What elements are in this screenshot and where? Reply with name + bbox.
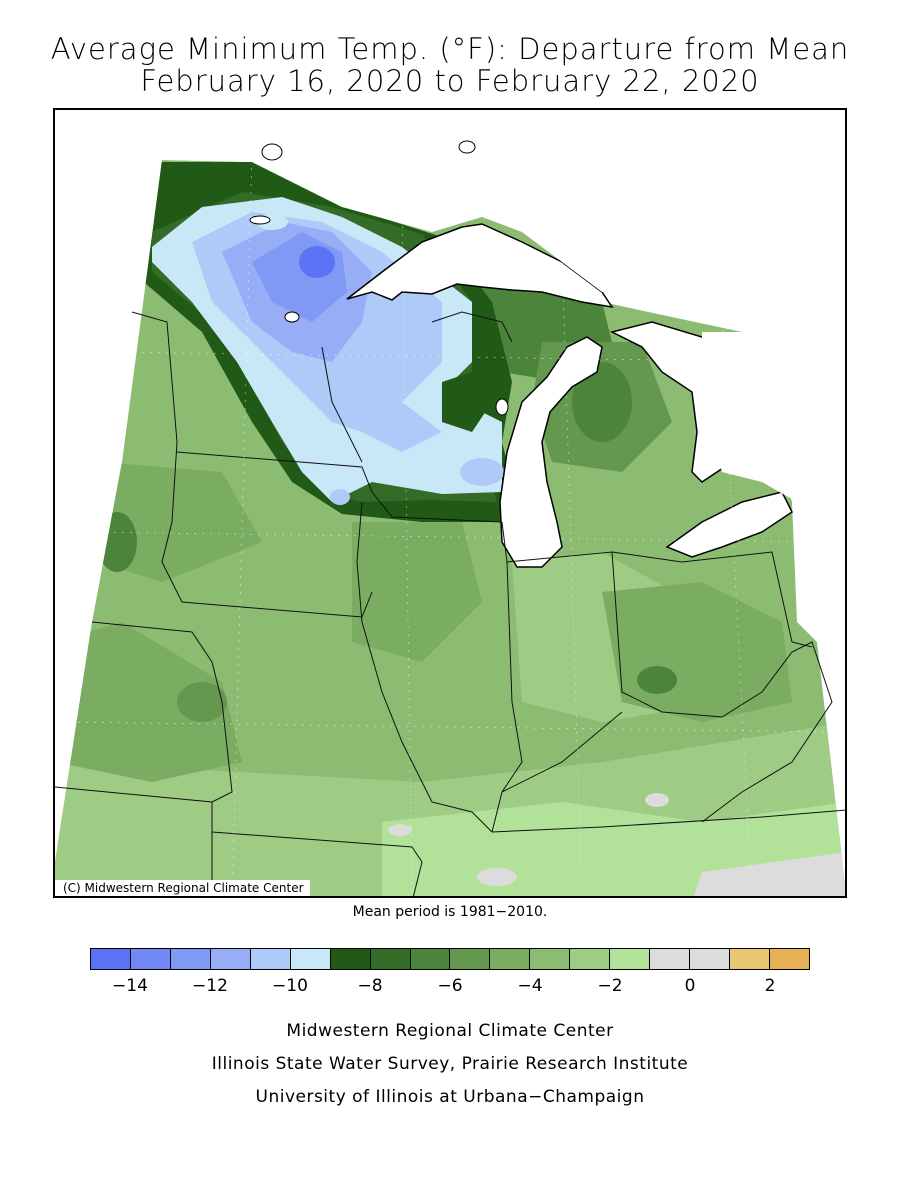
legend-tick-label: −2 (597, 976, 623, 996)
lake-michigan (499, 336, 603, 568)
il-in-border (491, 521, 523, 833)
nebraska-dark-patch (97, 512, 137, 572)
wi-up-border (431, 311, 513, 343)
ohio-dark-patch (637, 666, 677, 694)
iowa-patch (97, 462, 262, 582)
legend-swatch (530, 949, 571, 969)
ia-mo-border (161, 521, 373, 618)
legend-tick-label: −8 (357, 976, 383, 996)
missouri-dark-patch (177, 682, 227, 722)
map-copyright: (C) Midwestern Regional Climate Center (55, 880, 310, 896)
legend-swatch (450, 949, 491, 969)
oh-border (611, 551, 813, 648)
ks-mo-border (91, 621, 233, 803)
door-peninsula-dark (442, 372, 492, 432)
nd-mn-border (131, 311, 178, 523)
ky-tn-border (491, 809, 845, 833)
legend-tick-label: −6 (437, 976, 463, 996)
credit-isws: Illinois State Water Survey, Prairie Res… (211, 1054, 689, 1074)
in-oh-border (506, 551, 763, 718)
mean-period-note: Mean period is 1981−2010. (352, 904, 548, 920)
legend-swatch (570, 949, 611, 969)
legend-tick-label: −14 (112, 976, 148, 996)
state-borders (55, 311, 845, 896)
canada-region (162, 110, 845, 502)
legend-swatch (610, 949, 651, 969)
cold-core-min (299, 246, 335, 278)
legend-swatch (370, 949, 411, 969)
legend-swatch (410, 949, 451, 969)
legend-swatch (730, 949, 770, 969)
map-panel: (C) Midwestern Regional Climate Center (53, 108, 847, 898)
legend-swatch (769, 949, 809, 969)
near-normal-patch (692, 852, 845, 896)
color-legend (90, 948, 810, 970)
in-ky-border (501, 711, 623, 793)
legend-swatch (490, 949, 531, 969)
near-normal-patch-3 (645, 793, 669, 807)
credit-uiuc: University of Illinois at Urbana−Champai… (255, 1087, 645, 1107)
mn-ia-border (176, 451, 503, 523)
legend-swatch (290, 949, 331, 969)
legend-tick-label: −12 (192, 976, 228, 996)
ok-ar-border (55, 786, 213, 896)
wi-cold-patch (460, 458, 504, 486)
mn-wi-border (321, 346, 363, 463)
map-title: Average Minimum Temp. (°F): Departure fr… (50, 32, 850, 66)
missouri-patch (55, 622, 242, 782)
lake-superior (346, 223, 614, 309)
legend-swatch (250, 949, 291, 969)
credit-mrcc: Midwestern Regional Climate Center (286, 1021, 614, 1041)
legend-tick-label: −4 (517, 976, 543, 996)
legend-swatch (130, 949, 171, 969)
near-normal-patch-4 (388, 824, 412, 836)
near-normal-patch-2 (477, 868, 517, 886)
lower-michigan-dark (572, 362, 632, 442)
legend-swatch (170, 949, 211, 969)
lake-erie (665, 491, 793, 558)
legend-tick-label: 0 (684, 976, 696, 996)
legend-labels: −14 −12 −10 −8 −6 −4 −2 0 2 (90, 976, 810, 998)
illinois-patch (352, 522, 482, 662)
ar-mo-border (211, 831, 423, 896)
inland-lakes (249, 140, 509, 416)
legend-swatch (330, 949, 371, 969)
legend-swatch (690, 949, 730, 969)
legend-swatch (650, 949, 691, 969)
departure-map (55, 110, 845, 896)
wv-ky-border (701, 641, 833, 823)
il-western-border (356, 501, 493, 833)
graticule (61, 151, 843, 896)
legend-tick-label: −10 (272, 976, 308, 996)
legend-swatch (91, 949, 131, 969)
legend-swatch (210, 949, 251, 969)
map-date-range: February 16, 2020 to February 22, 2020 (140, 64, 760, 98)
mn-cold-patch (330, 489, 350, 505)
legend-tick-label: 2 (764, 976, 776, 996)
